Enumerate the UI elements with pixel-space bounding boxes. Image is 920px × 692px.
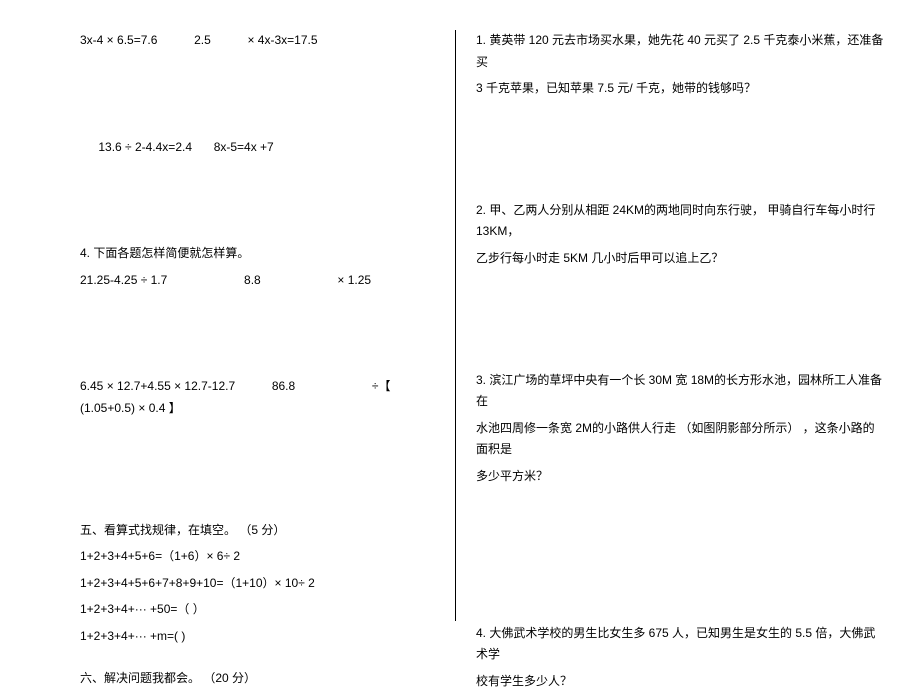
eq-text: 86.8 — [272, 379, 295, 393]
pattern-line-4: 1+2+3+4+··· +m=( ) — [80, 626, 430, 648]
right-column: 1. 黄英带 120 元去市场买水果，她先花 40 元买了 2.5 千克泰小米蕉… — [455, 30, 905, 621]
equation-row-2: 13.6 ÷ 2-4.4x=2.4 8x-5=4x +7 — [80, 137, 430, 159]
pattern-line-1: 1+2+3+4+5+6=（1+6）× 6÷ 2 — [80, 546, 430, 568]
eq-text: 8x-5=4x +7 — [214, 140, 274, 154]
eq-text: 6.45 × 12.7+4.55 × 12.7-12.7 — [80, 379, 235, 393]
pattern-line-3: 1+2+3+4+··· +50=（ ） — [80, 599, 430, 621]
question-3-line-c: 多少平方米？ — [476, 466, 885, 488]
section-4-title: 4. 下面各题怎样简便就怎样算。 — [80, 243, 430, 265]
section-6-title: 六、解决问题我都会。 （20 分） — [80, 668, 430, 690]
equation-row-3: 21.25-4.25 ÷ 1.7 8.8 × 1.25 — [80, 270, 430, 292]
eq-text: 2.5 — [194, 33, 211, 47]
question-3-line-a: 3. 滨江广场的草坪中央有一个长 30M 宽 18M的长方形水池，园林所工人准备… — [476, 370, 885, 413]
pattern-line-2: 1+2+3+4+5+6+7+8+9+10=（1+10）× 10÷ 2 — [80, 573, 430, 595]
question-2-line-b: 乙步行每小时走 5KM 几小时后甲可以追上乙？ — [476, 248, 885, 270]
left-column: 3x-4 × 6.5=7.6 2.5 × 4x-3x=17.5 13.6 ÷ 2… — [0, 30, 450, 621]
eq-text: 8.8 — [244, 273, 261, 287]
eq-text: 13.6 ÷ 2-4.4x=2.4 — [98, 140, 192, 154]
section-5-title: 五、看算式找规律，在填空。 （5 分） — [80, 520, 430, 542]
question-2-line-a: 2. 甲、乙两人分别从相距 24KM的两地同时向东行驶， 甲骑自行车每小时行 1… — [476, 200, 885, 243]
eq-text: 3x-4 × 6.5=7.6 — [80, 33, 157, 47]
question-3-line-b: 水池四周修一条宽 2M的小路供人行走 （如图阴影部分所示） ，这条小路的面积是 — [476, 418, 885, 461]
equation-row-4: 6.45 × 12.7+4.55 × 12.7-12.7 86.8 ÷【 (1.… — [80, 376, 430, 419]
question-1-line-a: 1. 黄英带 120 元去市场买水果，她先花 40 元买了 2.5 千克泰小米蕉… — [476, 30, 885, 73]
equation-row-1: 3x-4 × 6.5=7.6 2.5 × 4x-3x=17.5 — [80, 30, 430, 52]
eq-text: × 1.25 — [337, 273, 371, 287]
question-1-line-b: 3 千克苹果，已知苹果 7.5 元/ 千克，她带的钱够吗？ — [476, 78, 885, 100]
eq-text: 21.25-4.25 ÷ 1.7 — [80, 273, 167, 287]
question-4-line-b: 校有学生多少人？ — [476, 671, 885, 692]
question-4-line-a: 4. 大佛武术学校的男生比女生多 675 人，已知男生是女生的 5.5 倍，大佛… — [476, 623, 885, 666]
eq-text: × 4x-3x=17.5 — [247, 33, 317, 47]
